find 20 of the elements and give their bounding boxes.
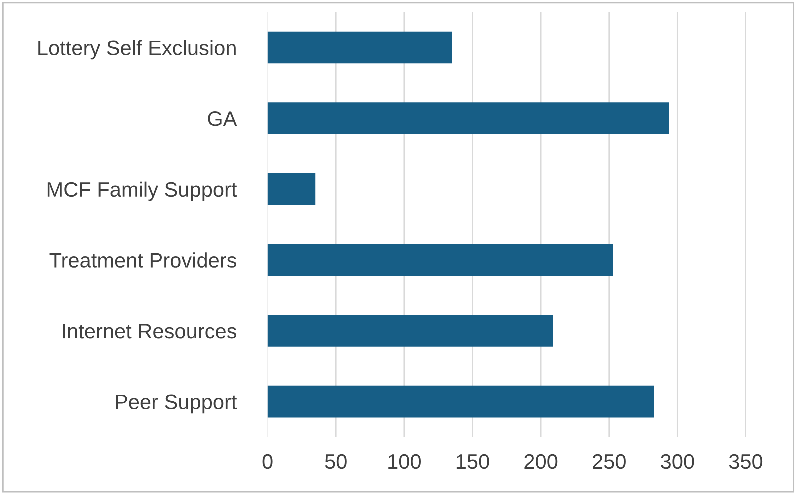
y-tick-label: Internet Resources [63, 324, 236, 339]
y-tick-label: GA [208, 112, 238, 126]
x-tick-label: 50 [325, 454, 347, 470]
x-tick-label: 300 [661, 454, 694, 470]
y-tick-label: Peer Support [116, 394, 238, 414]
bar [268, 386, 654, 418]
bar [268, 315, 554, 347]
bar [268, 173, 316, 206]
x-tick-label: 100 [388, 454, 421, 470]
x-tick-label: 0 [262, 454, 273, 470]
bar [268, 32, 452, 64]
x-tick-label: 150 [456, 454, 490, 470]
y-tick-label: Treatment Providers [50, 252, 236, 268]
y-tick-label: Lottery Self Exclusion [38, 40, 236, 60]
x-tick-label: 350 [729, 454, 763, 470]
bar [268, 244, 614, 276]
x-tick-label: 200 [524, 454, 558, 470]
x-tick-label: 250 [593, 454, 626, 470]
bar [268, 102, 670, 134]
y-tick-label: MCF Family Support [48, 182, 238, 202]
